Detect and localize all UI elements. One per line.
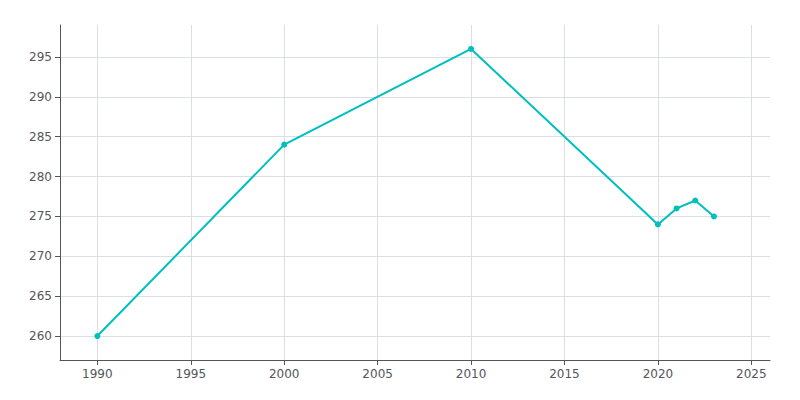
svg-text:280: 280 [29, 170, 52, 184]
svg-text:285: 285 [29, 130, 52, 144]
svg-text:1995: 1995 [176, 367, 207, 381]
svg-text:275: 275 [29, 209, 52, 223]
svg-text:2015: 2015 [549, 367, 580, 381]
svg-text:265: 265 [29, 289, 52, 303]
svg-text:290: 290 [29, 90, 52, 104]
svg-text:295: 295 [29, 50, 52, 64]
svg-text:2005: 2005 [362, 367, 393, 381]
svg-text:2000: 2000 [269, 367, 300, 381]
svg-text:2020: 2020 [643, 367, 674, 381]
svg-text:2025: 2025 [736, 367, 767, 381]
svg-text:2010: 2010 [456, 367, 487, 381]
svg-text:260: 260 [29, 329, 52, 343]
svg-text:270: 270 [29, 249, 52, 263]
svg-text:1990: 1990 [82, 367, 113, 381]
